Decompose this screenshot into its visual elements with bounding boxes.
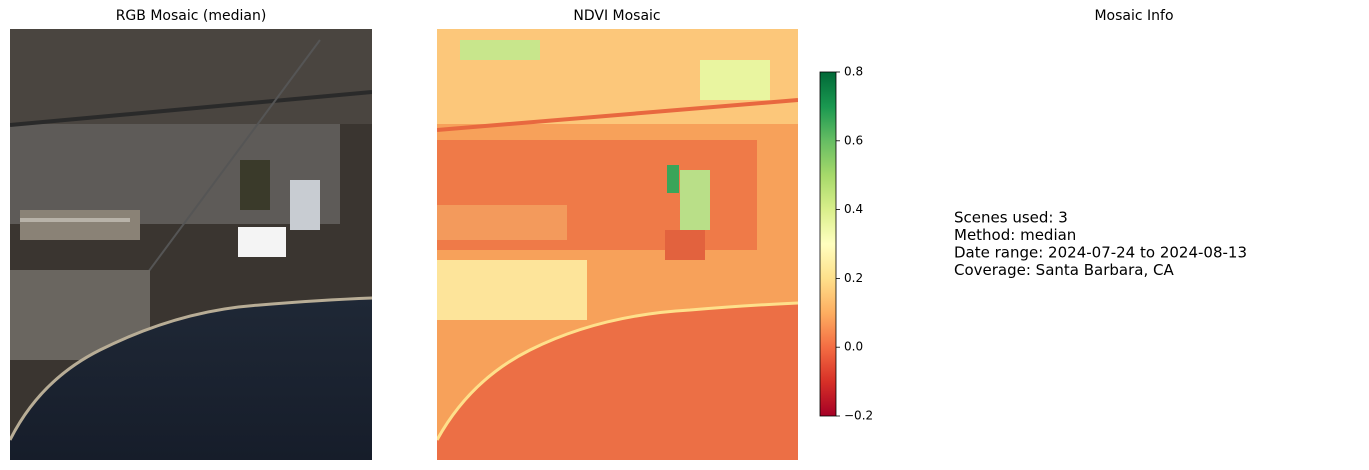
- colorbar-tick-label: −0.2: [844, 409, 873, 423]
- info-line: Method: median: [954, 226, 1076, 244]
- panel-title: RGB Mosaic (median): [116, 8, 267, 24]
- info-line: Coverage: Santa Barbara, CA: [954, 261, 1174, 279]
- panel-title: NDVI Mosaic: [573, 8, 660, 24]
- colorbar-tick-label: 0.0: [844, 340, 863, 354]
- colorbar-tick-label: 0.4: [844, 202, 863, 216]
- colorbar-tick-label: 0.6: [844, 133, 863, 147]
- colorbar-tick-label: 0.2: [844, 271, 863, 285]
- ndvi-image: [437, 29, 798, 460]
- colorbar-tick-label: 0.8: [844, 65, 863, 79]
- colorbar: [819, 71, 837, 417]
- info-line: Scenes used: 3: [954, 209, 1068, 227]
- panel-title: Mosaic Info: [1094, 8, 1173, 24]
- rgb-image: [10, 29, 372, 460]
- info-line: Date range: 2024-07-24 to 2024-08-13: [954, 244, 1247, 262]
